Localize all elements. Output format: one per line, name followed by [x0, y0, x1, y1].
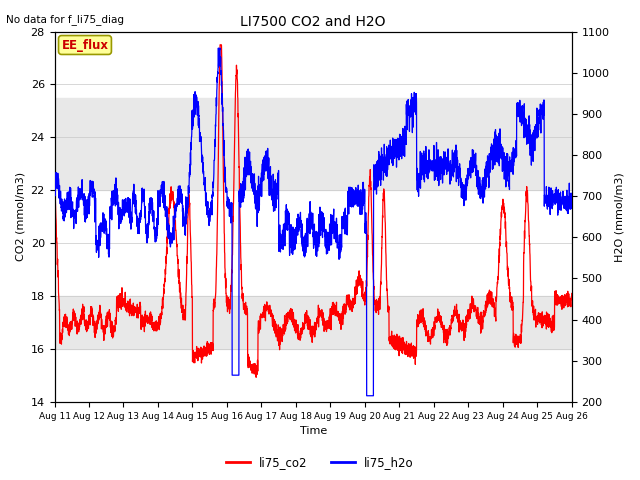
Text: EE_flux: EE_flux [61, 38, 108, 51]
Text: No data for f_li75_diag: No data for f_li75_diag [6, 14, 124, 25]
X-axis label: Time: Time [300, 426, 327, 436]
Y-axis label: CO2 (mmol/m3): CO2 (mmol/m3) [15, 172, 25, 261]
Legend: li75_co2, li75_h2o: li75_co2, li75_h2o [221, 452, 419, 474]
Y-axis label: H2O (mmol/m3): H2O (mmol/m3) [615, 172, 625, 262]
Bar [54, 296, 572, 349]
Bar [54, 98, 572, 190]
Title: LI7500 CO2 and H2O: LI7500 CO2 and H2O [241, 15, 386, 29]
